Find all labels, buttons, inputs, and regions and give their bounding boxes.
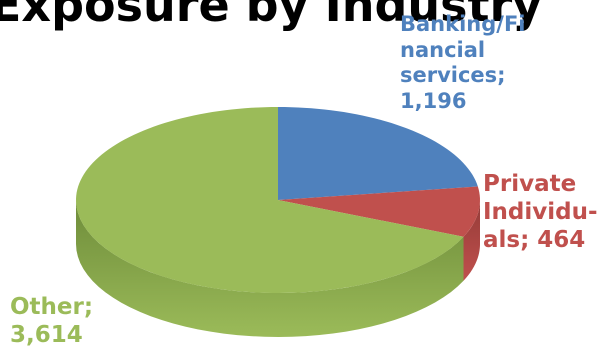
pie-slice-private-individuals xyxy=(278,186,480,237)
data-label-line: 1,196 xyxy=(400,88,467,113)
data-label-line: Private xyxy=(483,171,577,197)
data-label-line: 3,614 xyxy=(10,322,83,349)
data-label-line: nancial xyxy=(400,37,486,62)
data-label-line: Other; xyxy=(10,294,94,320)
data-label-line: als; 464 xyxy=(483,227,586,254)
data-label-line: Banking/Fi xyxy=(400,12,526,36)
pie-slice-banking xyxy=(278,107,478,200)
pie-side-private-individuals xyxy=(463,200,480,281)
chart-title: Exposure by Industry xyxy=(0,0,543,32)
data-label-private-individuals: Private Individu-als; 464 xyxy=(483,170,608,254)
pie-slice-other xyxy=(76,107,464,293)
data-label-banking: Banking/Fi nancial services; 1,196 xyxy=(400,12,560,114)
pie-side-other xyxy=(76,200,464,337)
data-label-line: Individu- xyxy=(483,199,598,226)
data-label-other: Other; 3,614 xyxy=(10,293,130,349)
data-label-line: services; xyxy=(400,63,506,88)
